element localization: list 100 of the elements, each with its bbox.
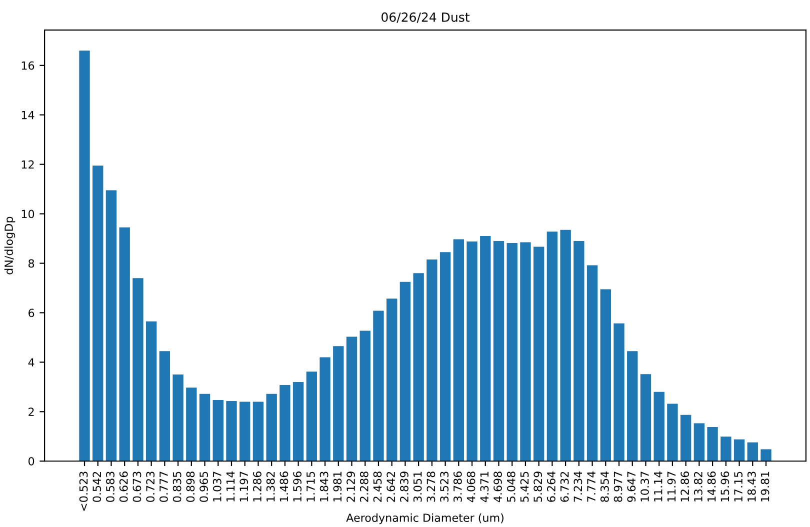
bar	[280, 384, 290, 462]
bar	[707, 426, 718, 462]
bar	[79, 50, 90, 462]
bar	[466, 242, 478, 462]
y-tick-label: 6	[28, 308, 34, 318]
x-tick-label: 4.068	[466, 472, 476, 502]
bar	[574, 241, 584, 462]
bar	[760, 449, 772, 462]
x-tick-label: 1.114	[226, 471, 235, 502]
bar	[360, 330, 370, 462]
bar	[252, 402, 264, 462]
y-tick-label: 8	[28, 259, 34, 268]
x-tick-label: 7.234	[574, 471, 582, 502]
bar	[346, 336, 358, 462]
bar	[146, 321, 157, 462]
bar	[132, 278, 144, 462]
x-tick-label: 12.86	[680, 472, 690, 502]
x-tick-label: 7.774	[587, 471, 596, 502]
bar	[240, 402, 250, 462]
x-tick-label: <0.523	[79, 472, 88, 511]
bar	[546, 232, 558, 462]
x-tick-label: 14.86	[707, 472, 716, 502]
x-tick-label: 3.051	[413, 472, 422, 502]
bar	[586, 265, 598, 462]
bar	[159, 351, 170, 462]
x-tick-label: 1.486	[280, 472, 288, 502]
bar	[747, 442, 758, 462]
x-tick-label: 0.965	[200, 472, 208, 502]
bar	[106, 190, 117, 462]
x-tick-label: 0.835	[172, 472, 182, 502]
x-tick-label: 3.786	[453, 472, 462, 502]
x-tick-label: 0.673	[132, 472, 142, 502]
bar	[266, 394, 277, 462]
x-tick-label: 11.97	[667, 472, 676, 502]
x-tick-label: 8.354	[600, 471, 609, 502]
x-tick-label: 1.037	[212, 472, 222, 502]
bar	[119, 227, 130, 462]
bar	[172, 374, 184, 462]
x-tick-label: 18.43	[747, 472, 756, 502]
bar	[386, 298, 398, 462]
x-tick-label: 2.839	[400, 472, 408, 502]
x-tick-label: 5.425	[520, 472, 529, 502]
x-tick-label: 8.977	[614, 472, 622, 502]
bar	[614, 323, 624, 462]
x-tick-label: 2.642	[386, 472, 396, 502]
bar	[440, 252, 451, 462]
x-tick-label: 1.715	[306, 472, 315, 502]
x-tick-label: 1.286	[253, 472, 262, 502]
bar	[306, 372, 318, 462]
bar	[533, 246, 544, 462]
bar	[720, 436, 732, 462]
x-tick-label: 9.647	[627, 472, 636, 502]
x-tick-label: 1.197	[240, 472, 248, 502]
x-tick-label: 0.542	[92, 472, 102, 502]
x-tick-label: 10.37	[640, 472, 649, 502]
bar	[453, 239, 464, 462]
x-tick-label: 0.723	[146, 472, 155, 502]
bar	[320, 357, 330, 462]
bar	[654, 392, 664, 462]
x-tick-label: 1.596	[293, 472, 302, 502]
y-tick-label: 14	[22, 110, 34, 120]
x-tick-label: 1.843	[320, 472, 328, 502]
bar	[199, 394, 210, 462]
bar	[373, 310, 384, 462]
bar	[426, 260, 438, 462]
x-tick-label: 1.981	[333, 472, 342, 502]
bar	[226, 401, 237, 462]
x-tick-label: 6.264	[547, 471, 556, 502]
bar	[520, 242, 531, 462]
y-tick-label: 4	[28, 358, 34, 366]
bar	[292, 382, 304, 462]
bar	[333, 346, 344, 462]
x-tick-label: 5.829	[534, 472, 542, 502]
x-tick-label: 13.82	[694, 472, 702, 502]
x-tick-label: 5.048	[506, 472, 516, 502]
bar	[186, 388, 197, 462]
x-tick-label: 0.626	[119, 472, 128, 502]
x-tick-label: 3.523	[440, 472, 449, 502]
x-tick-label: 2.129	[346, 472, 355, 502]
bar	[212, 400, 224, 462]
x-tick-label: 4.371	[480, 472, 489, 502]
bar	[480, 236, 491, 462]
bar	[734, 439, 745, 462]
y-tick-label: 12	[22, 160, 34, 169]
bar	[667, 404, 678, 462]
x-tick-label: 19.81	[760, 472, 770, 502]
x-tick-label: 3.278	[426, 472, 436, 502]
bar	[560, 230, 571, 462]
bar	[640, 374, 652, 462]
x-tick-label: 2.288	[360, 472, 368, 502]
bar	[627, 351, 638, 462]
bar	[493, 241, 504, 462]
chart-title: 06/26/24 Dust	[382, 12, 470, 23]
bar	[694, 423, 705, 462]
x-axis-title: Aerodynamic Diameter (um)	[346, 513, 504, 524]
bar	[680, 414, 692, 462]
bar	[92, 166, 104, 462]
x-tick-label: 0.898	[186, 472, 195, 502]
x-tick-label: 15.96	[720, 472, 730, 502]
y-tick-label: 10	[22, 210, 34, 218]
